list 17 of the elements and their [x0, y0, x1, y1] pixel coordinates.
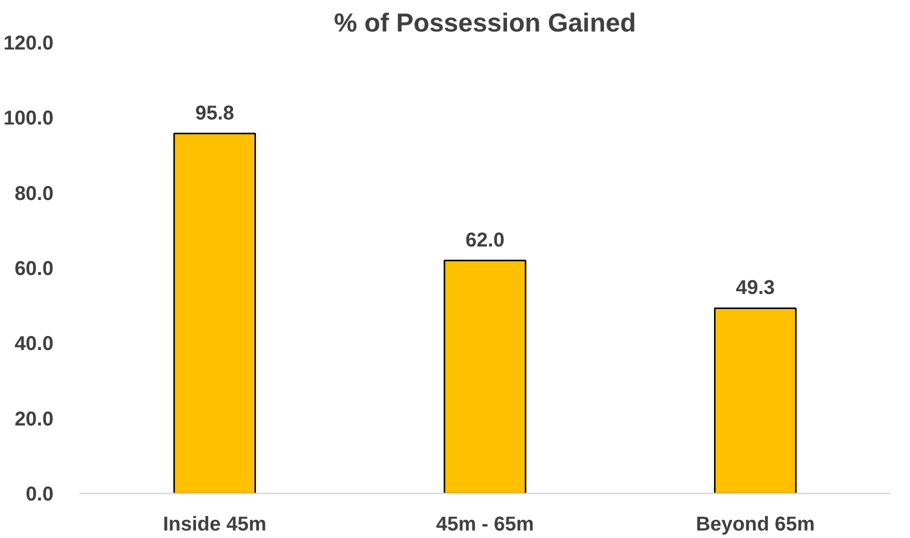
x-tick-label: Beyond 65m — [696, 514, 815, 536]
data-label: 62.0 — [466, 229, 504, 252]
data-label: 49.3 — [736, 277, 775, 300]
y-tick-label: 40.0 — [14, 333, 54, 356]
y-tick-label: 100.0 — [3, 108, 54, 130]
bar — [444, 260, 526, 494]
data-label: 95.8 — [195, 102, 234, 124]
bar — [173, 132, 256, 494]
y-tick-label: 120.0 — [3, 32, 54, 54]
y-tick-label: 80.0 — [14, 182, 54, 205]
bar — [714, 307, 797, 494]
y-tick-label: 20.0 — [14, 408, 54, 430]
y-tick-label: 0.0 — [26, 484, 54, 506]
y-tick-label: 60.0 — [14, 258, 54, 280]
chart-title: % of Possession Gained — [334, 8, 636, 38]
x-tick-label: 45m - 65m — [436, 514, 534, 536]
x-tick-label: Inside 45m — [162, 514, 266, 536]
